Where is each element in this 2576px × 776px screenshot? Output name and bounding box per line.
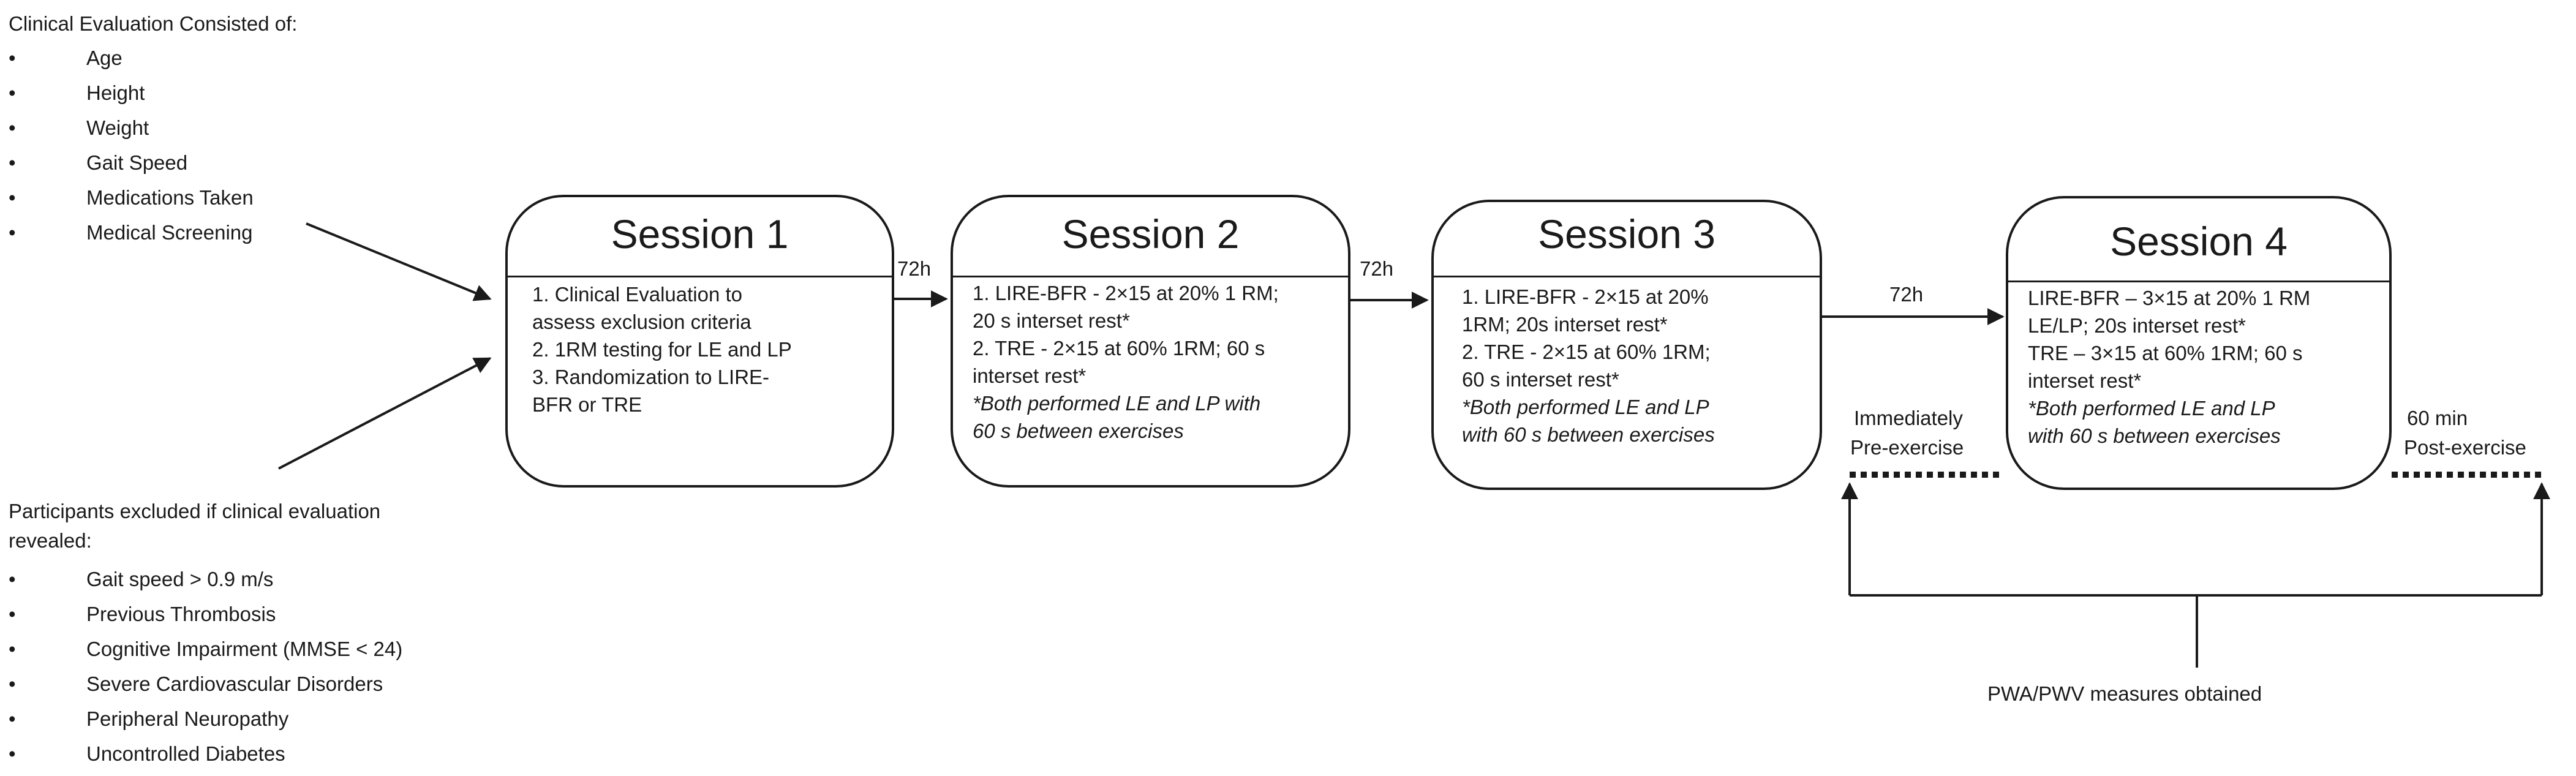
session-2-box: Session 2 1. LIRE-BFR - 2×15 at 20% 1 RM… — [951, 195, 1350, 488]
session-line: 1. LIRE-BFR - 2×15 at 20% 1 RM; — [973, 282, 1279, 304]
list-item: Gait speed > 0.9 m/s — [0, 562, 402, 597]
list-item: Severe Cardiovascular Disorders — [0, 666, 402, 701]
list-item: Age — [0, 40, 254, 75]
session-divider — [1434, 276, 1820, 277]
session-note: with 60 s between exercises — [1462, 423, 1715, 446]
pre-exercise-label-line2: Pre-exercise — [1850, 436, 1964, 459]
session-divider — [508, 276, 892, 277]
session-body: LIRE-BFR – 3×15 at 20% 1 RM LE/LP; 20s i… — [2028, 284, 2310, 450]
session-note: *Both performed LE and LP — [1462, 396, 1709, 418]
session-divider — [953, 276, 1348, 277]
list-item: Weight — [0, 110, 254, 145]
measures-label: PWA/PWV measures obtained — [1987, 682, 2262, 705]
exclusion-to-session1-arrow — [278, 357, 492, 470]
session-body: 1. Clinical Evaluation to assess exclusi… — [532, 281, 792, 418]
list-item: Cognitive Impairment (MMSE < 24) — [0, 631, 402, 666]
session-line: LIRE-BFR – 3×15 at 20% 1 RM — [2028, 287, 2311, 309]
post-exercise-label-line2: Post-exercise — [2404, 436, 2526, 459]
session-line: 1RM; 20s interset rest* — [1462, 313, 1668, 336]
session-note: 60 s between exercises — [973, 420, 1184, 442]
post-exercise-label-line1: 60 min — [2407, 407, 2468, 429]
session-line: 60 s interset rest* — [1462, 368, 1619, 391]
session-1-box: Session 1 1. Clinical Evaluation to asse… — [505, 195, 894, 488]
session-line: LE/LP; 20s interset rest* — [2028, 314, 2246, 337]
session-note: *Both performed LE and LP — [2028, 397, 2275, 420]
list-item: Uncontrolled Diabetes — [0, 736, 402, 771]
session-line: 1. LIRE-BFR - 2×15 at 20% — [1462, 285, 1709, 308]
interval-label-1: 72h — [897, 257, 932, 280]
session-line: 2. TRE - 2×15 at 60% 1RM; 60 s — [973, 337, 1265, 360]
session-line: 2. TRE - 2×15 at 60% 1RM; — [1462, 341, 1711, 363]
interval-label-3: 72h — [1889, 283, 1924, 306]
session-title: Session 1 — [611, 211, 789, 257]
session-line: interset rest* — [2028, 369, 2142, 392]
exclusion-list: Gait speed > 0.9 m/s Previous Thrombosis… — [0, 562, 402, 771]
session-line: assess exclusion criteria — [532, 311, 751, 333]
list-item: Medical Screening — [0, 215, 254, 250]
interval-label-2: 72h — [1360, 257, 1394, 280]
session-title: Session 4 — [2110, 219, 2288, 264]
pre-exercise-label-line1: Immediately — [1854, 407, 1963, 429]
session-line: TRE – 3×15 at 60% 1RM; 60 s — [2028, 342, 2303, 364]
session-divider — [2008, 281, 2389, 282]
list-item: Medications Taken — [0, 180, 254, 215]
session-line: BFR or TRE — [532, 393, 642, 416]
clinical-to-session1-arrow — [306, 222, 492, 301]
list-item: Previous Thrombosis — [0, 597, 402, 631]
session-line: 3. Randomization to LIRE- — [532, 366, 770, 388]
session-line: 2. 1RM testing for LE and LP — [532, 338, 792, 361]
clinical-list: Age Height Weight Gait Speed Medications… — [0, 40, 254, 250]
session-title: Session 3 — [1538, 211, 1715, 257]
exclusion-heading-line1: Participants excluded if clinical evalua… — [9, 500, 381, 522]
session-title: Session 2 — [1061, 211, 1240, 257]
session-note: *Both performed LE and LP with — [973, 392, 1261, 415]
clinical-heading: Clinical Evaluation Consisted of: — [9, 12, 298, 35]
exclusion-heading-line2: revealed: — [9, 529, 92, 552]
list-item: Gait Speed — [0, 145, 254, 180]
session-line: interset rest* — [973, 364, 1087, 387]
session-line: 20 s interset rest* — [973, 309, 1130, 332]
session-line: 1. Clinical Evaluation to — [532, 283, 743, 306]
session-body: 1. LIRE-BFR - 2×15 at 20% 1RM; 20s inter… — [1462, 283, 1715, 448]
list-item: Peripheral Neuropathy — [0, 701, 402, 736]
session-body: 1. LIRE-BFR - 2×15 at 20% 1 RM; 20 s int… — [973, 279, 1279, 445]
session-3-box: Session 3 1. LIRE-BFR - 2×15 at 20% 1RM;… — [1431, 200, 1822, 490]
session-4-box: Session 4 LIRE-BFR – 3×15 at 20% 1 RM LE… — [2006, 196, 2392, 490]
list-item: Height — [0, 75, 254, 110]
session-note: with 60 s between exercises — [2028, 424, 2281, 447]
